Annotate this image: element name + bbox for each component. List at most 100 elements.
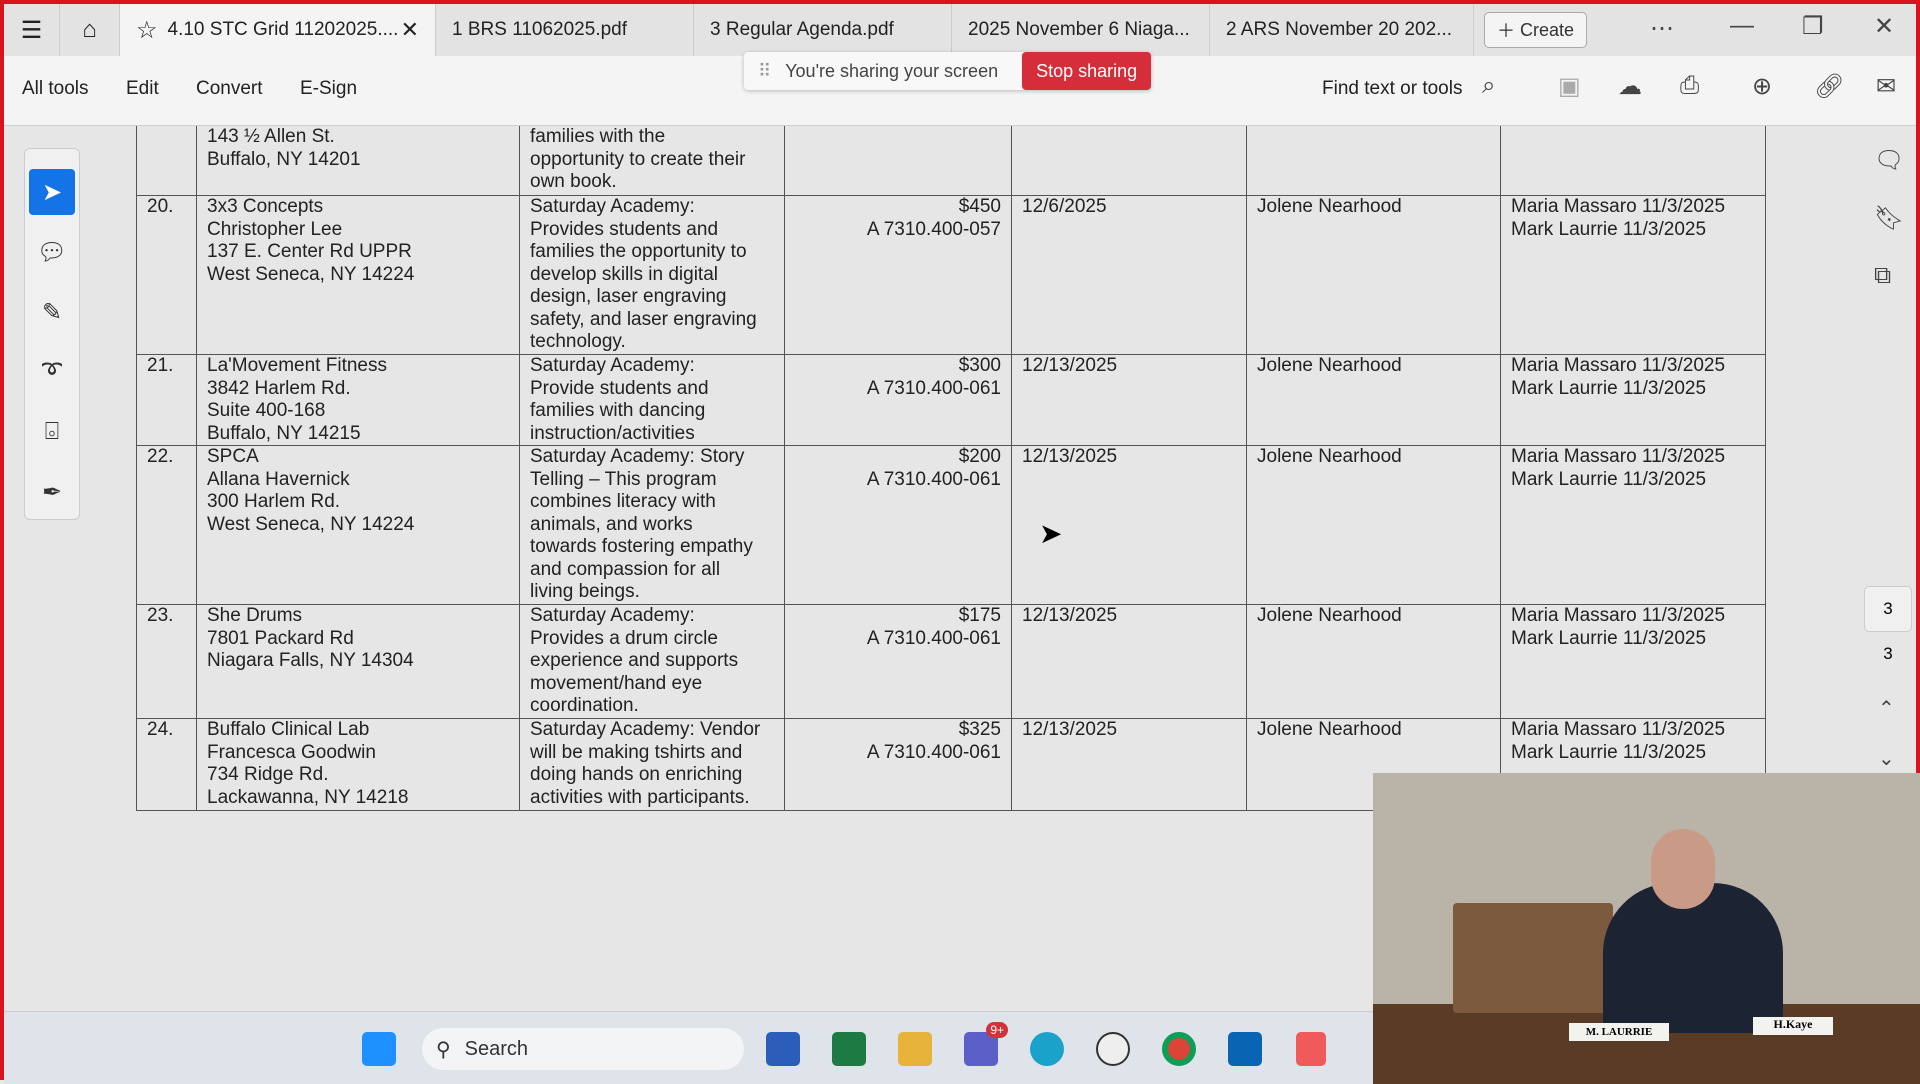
word-icon[interactable] [766, 1032, 800, 1066]
cell-desc: Saturday Academy: Story Telling – This p… [519, 445, 785, 605]
text-select-icon[interactable]: ⌻ [44, 418, 60, 445]
tab-active[interactable]: ☆ 4.10 STC Grid 11202025.... ✕ [120, 4, 436, 56]
restore-icon[interactable]: ❐ [1802, 13, 1824, 40]
file-explorer-icon[interactable] [898, 1032, 932, 1066]
tab-bar: ☰ ⌂ ☆ 4.10 STC Grid 11202025.... ✕ 1 BRS 1… [4, 4, 1916, 56]
cell-contact: Jolene Nearhood [1246, 354, 1501, 446]
menu-icon[interactable]: ☰ [4, 4, 60, 56]
cell-amount: $300 A 7310.400-061 [784, 354, 1012, 446]
cell-num: 22. [136, 445, 197, 605]
cell-num [136, 126, 197, 196]
highlight-pen-icon[interactable]: ✎ [41, 298, 63, 326]
tab[interactable]: 1 BRS 11062025.pdf [436, 4, 694, 56]
tab[interactable]: 3 Regular Agenda.pdf [694, 4, 952, 56]
cell-contact [1246, 126, 1501, 196]
tab[interactable]: 2 ARS November 20 202... [1210, 4, 1474, 56]
link-icon[interactable]: 🔗︎ [1814, 73, 1845, 100]
all-tools-menu[interactable]: All tools [22, 78, 89, 99]
page-down-icon[interactable]: ⌄ [1878, 748, 1895, 770]
current-page[interactable]: 3 [1864, 586, 1912, 632]
close-window-icon[interactable]: ✕ [1874, 13, 1895, 40]
table-row: 143 ½ Allen St. Buffalo, NY 14201 familie… [136, 126, 1766, 196]
upload-cloud-icon[interactable]: ☁ [1618, 73, 1642, 100]
pages-icon[interactable]: ⧉ [1874, 262, 1892, 289]
tab[interactable]: 2025 November 6 Niaga... [952, 4, 1210, 56]
mail-icon[interactable]: ✉ [1876, 73, 1897, 100]
cell-num: 21. [136, 354, 197, 446]
clock-icon[interactable] [1096, 1032, 1130, 1066]
star-icon[interactable]: ☆ [136, 16, 158, 44]
edit-menu[interactable]: Edit [126, 78, 159, 99]
table-row: 22. SPCA Allana Havernick 300 Harlem Rd. … [136, 445, 1766, 605]
stop-sharing-button[interactable]: Stop sharing [1022, 52, 1152, 90]
cell-date: 12/13/2025 [1011, 718, 1247, 811]
find-tools[interactable]: Find text or tools [1322, 78, 1463, 99]
cell-date [1011, 126, 1247, 196]
table-row: 20. 3x3 Concepts Christopher Lee 137 E. C… [136, 195, 1766, 355]
total-pages: 3 [1883, 644, 1893, 663]
cell-date: 12/6/2025 [1011, 195, 1247, 355]
nameplate: H.Kaye [1753, 1017, 1833, 1035]
notification-badge: 9+ [986, 1022, 1008, 1038]
page-up-icon[interactable]: ⌃ [1878, 698, 1895, 720]
cell-approvals: Maria Massaro 11/3/2025 Mark Laurrie 11/… [1500, 195, 1766, 355]
outlook-icon[interactable] [1228, 1032, 1262, 1066]
right-panel: 🗨︎ 🔖︎ ⧉ 3 3 ⌃ ⌄ [1860, 126, 1916, 1011]
cell-vendor: SPCA Allana Havernick 300 Harlem Rd. Wes… [196, 445, 520, 605]
cell-amount: $200 A 7310.400-061 [784, 445, 1012, 605]
vendor-table: 143 ½ Allen St. Buffalo, NY 14201 familie… [136, 126, 1766, 811]
cell-amount [784, 126, 1012, 196]
cell-num: 24. [136, 718, 197, 811]
minimize-icon[interactable]: — [1730, 12, 1754, 39]
print-icon[interactable]: ⎙ [1680, 72, 1700, 99]
cell-amount: $175 A 7310.400-061 [784, 604, 1012, 719]
table-row: 21. La'Movement Fitness 3842 Harlem Rd. S… [136, 354, 1766, 446]
esign-menu[interactable]: E-Sign [300, 78, 358, 99]
cell-vendor: She Drums 7801 Packard Rd Niagara Falls,… [196, 604, 520, 719]
cell-contact: Jolene Nearhood [1246, 195, 1501, 355]
teams-icon[interactable]: 9+ [964, 1022, 1008, 1066]
close-tab-icon[interactable]: ✕ [400, 17, 419, 42]
comment-icon[interactable]: 💬︎ [36, 238, 68, 266]
cell-desc: Saturday Academy: Vendor will be making … [519, 718, 785, 811]
chrome-icon[interactable] [1162, 1032, 1196, 1066]
lasso-draw-icon[interactable]: ➰︎ [42, 358, 62, 385]
snipping-tool-icon[interactable] [1296, 1032, 1326, 1066]
comments-panel-icon[interactable]: 🗨︎ [1874, 147, 1905, 174]
cell-approvals [1500, 126, 1766, 196]
cell-contact: Jolene Nearhood [1246, 604, 1501, 719]
cell-amount: $450 A 7310.400-057 [784, 195, 1012, 355]
windows-start-icon[interactable] [362, 1032, 396, 1066]
share-user-icon[interactable]: ⊕ [1752, 73, 1773, 100]
cell-contact: Jolene Nearhood [1246, 445, 1501, 605]
cell-vendor: Buffalo Clinical Lab Francesca Goodwin 7… [196, 718, 520, 811]
screen-share-bar: ⠿ You're sharing your screen Stop sharin… [744, 52, 1152, 90]
cell-vendor: 3x3 Concepts Christopher Lee 137 E. Cent… [196, 195, 520, 355]
search-icon[interactable]: ⌕ [1482, 72, 1496, 99]
sign-icon[interactable]: ✒ [41, 478, 63, 506]
select-cursor-icon[interactable]: ➤ [29, 169, 75, 215]
more-icon[interactable]: ⋯ [1650, 15, 1674, 42]
cell-vendor: La'Movement Fitness 3842 Harlem Rd. Suit… [196, 354, 520, 446]
cell-desc: Saturday Academy: Provide students and f… [519, 354, 785, 446]
cell-vendor: 143 ½ Allen St. Buffalo, NY 14201 [196, 126, 520, 196]
save-icon[interactable]: ▣ [1558, 73, 1581, 100]
taskbar-search[interactable]: ⚲ Search [422, 1028, 744, 1070]
video-feed: M. LAURRIE H.Kaye [1373, 773, 1920, 1084]
drag-handle-icon[interactable]: ⠿ [758, 60, 772, 81]
nameplate: M. LAURRIE [1569, 1023, 1669, 1041]
cell-desc: families with the opportunity to create … [519, 126, 785, 196]
table-row: 23. She Drums 7801 Packard Rd Niagara Fal… [136, 604, 1766, 719]
mouse-cursor-icon: ➤ [1039, 518, 1063, 549]
bookmark-icon[interactable]: 🔖︎ [1874, 205, 1905, 232]
create-button[interactable]: ＋ Create [1484, 12, 1588, 48]
convert-menu[interactable]: Convert [196, 78, 263, 99]
left-tools-panel: ➤ 💬︎ ✎ ➰︎ ⌻ ✒ [24, 148, 80, 520]
edge-icon[interactable] [1030, 1032, 1064, 1066]
cell-desc: Saturday Academy: Provides a drum circle… [519, 604, 785, 719]
cell-approvals: Maria Massaro 11/3/2025 Mark Laurrie 11/… [1500, 604, 1766, 719]
home-icon[interactable]: ⌂ [60, 4, 120, 56]
excel-icon[interactable] [832, 1032, 866, 1066]
cell-approvals: Maria Massaro 11/3/2025 Mark Laurrie 11/… [1500, 354, 1766, 446]
cell-date: 12/13/2025 [1011, 604, 1247, 719]
